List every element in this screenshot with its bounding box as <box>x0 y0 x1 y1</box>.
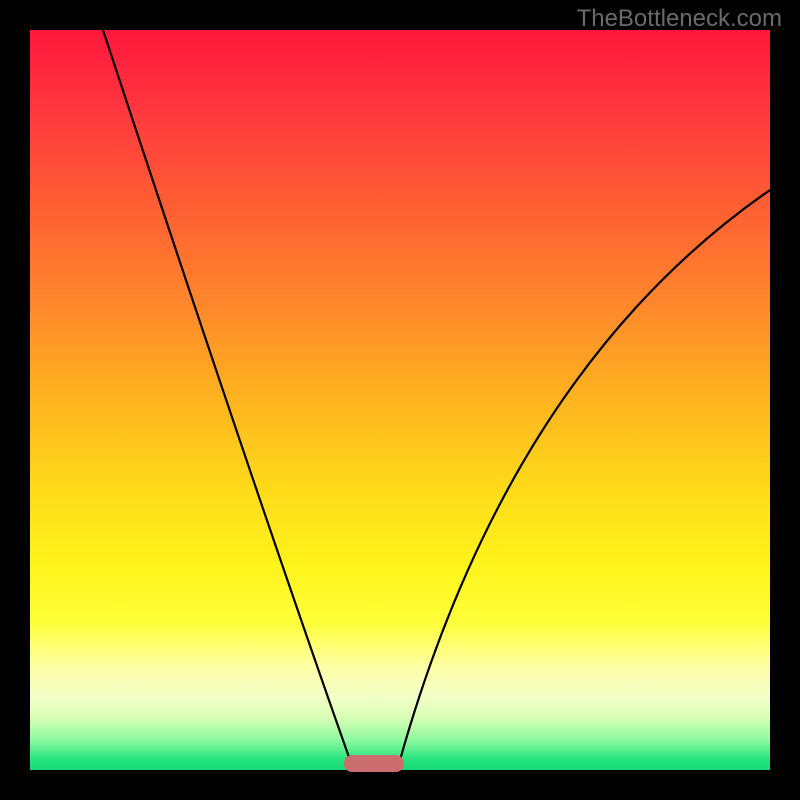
plot-area <box>30 30 770 770</box>
optimal-marker <box>344 755 404 772</box>
watermark: TheBottleneck.com <box>577 5 782 32</box>
